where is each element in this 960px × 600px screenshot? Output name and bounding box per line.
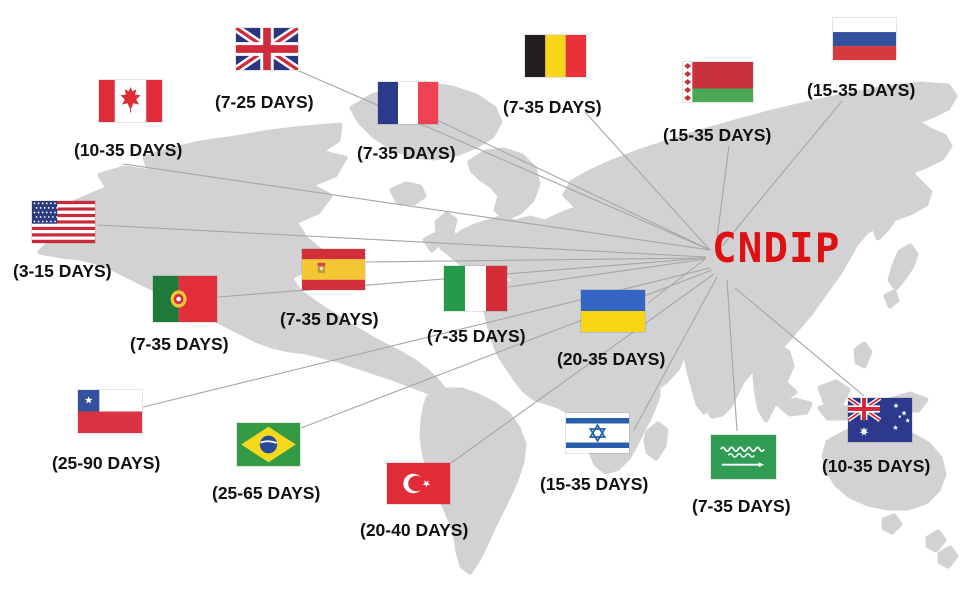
uk-flag-icon (236, 28, 298, 70)
southeast-asia (752, 342, 795, 423)
sumatra (767, 381, 798, 403)
connector-line-saudi-arabia (726, 279, 738, 432)
japan (887, 243, 919, 291)
belarus-shipping-days-label: (15-35 DAYS) (663, 125, 772, 145)
connector-line-canada (122, 163, 711, 251)
ukraine-flag-icon (581, 290, 645, 332)
france-shipping-days-label: (7-35 DAYS) (357, 143, 456, 163)
brazil-flag-icon (237, 423, 300, 466)
connector-line-italy (507, 258, 707, 288)
new-zealand-north (925, 529, 947, 553)
russia-flag-icon (833, 18, 896, 60)
australia-shipping-days-label: (10-35 DAYS) (822, 456, 931, 476)
india (683, 331, 737, 415)
uk-shipping-days-label: (7-25 DAYS) (215, 92, 314, 112)
ukraine-shipping-days-label: (20-35 DAYS) (557, 349, 666, 369)
italy-shipping-days-label: (7-35 DAYS) (427, 326, 526, 346)
iceland (389, 181, 427, 206)
connector-line-russia (721, 100, 843, 247)
japan-south (883, 289, 900, 309)
connector-line-turkey (450, 273, 715, 464)
brand-label: CNDIP (712, 224, 841, 272)
connector-line-australia (734, 287, 865, 397)
israel-shipping-days-label: (15-35 DAYS) (540, 474, 649, 494)
portugal-shipping-days-label: (7-35 DAYS) (130, 334, 229, 354)
portugal-flag-icon (153, 276, 217, 322)
canada-flag-icon (99, 80, 162, 122)
turkey-shipping-days-label: (20-40 DAYS) (360, 520, 469, 540)
connector-line-uk (298, 70, 711, 251)
scandinavia (467, 147, 541, 221)
connector-line-ukraine (647, 259, 705, 304)
australia-flag-icon (848, 398, 912, 442)
madagascar (643, 421, 669, 461)
turkey-flag-icon (387, 463, 450, 504)
java (775, 397, 813, 417)
kamchatka (871, 187, 905, 241)
connector-line-israel (633, 276, 718, 431)
chile-flag-icon (78, 390, 142, 433)
russia-shipping-days-label: (15-35 DAYS) (807, 80, 916, 100)
spain-flag-icon (302, 249, 365, 290)
south-america (419, 387, 527, 575)
new-zealand-south (937, 545, 959, 569)
saudi-arabia-shipping-days-label: (7-35 DAYS) (692, 496, 791, 516)
france-flag-icon (378, 82, 438, 124)
connector-line-belarus (715, 145, 730, 247)
chile-shipping-days-label: (25-90 DAYS) (52, 453, 161, 473)
usa-shipping-days-label: (3-15 DAYS) (13, 261, 112, 281)
belgium-flag-icon (525, 35, 586, 77)
brazil-shipping-days-label: (25-65 DAYS) (212, 483, 321, 503)
israel-flag-icon (566, 413, 629, 453)
connector-line-belgium (584, 111, 711, 251)
belgium-shipping-days-label: (7-35 DAYS) (503, 97, 602, 117)
italy-flag-icon (444, 266, 507, 311)
borneo (817, 379, 851, 407)
connector-line-usa (96, 224, 707, 258)
tasmania (881, 513, 903, 535)
belarus-flag-icon (683, 62, 753, 102)
usa-flag-icon (32, 201, 95, 243)
connector-line-france (438, 120, 711, 251)
saudi-arabia-flag-icon (711, 435, 776, 479)
spain-shipping-days-label: (7-35 DAYS) (280, 309, 379, 329)
connector-line-spain (365, 257, 707, 263)
canada-shipping-days-label: (10-35 DAYS) (74, 140, 183, 160)
philippines (853, 341, 873, 369)
